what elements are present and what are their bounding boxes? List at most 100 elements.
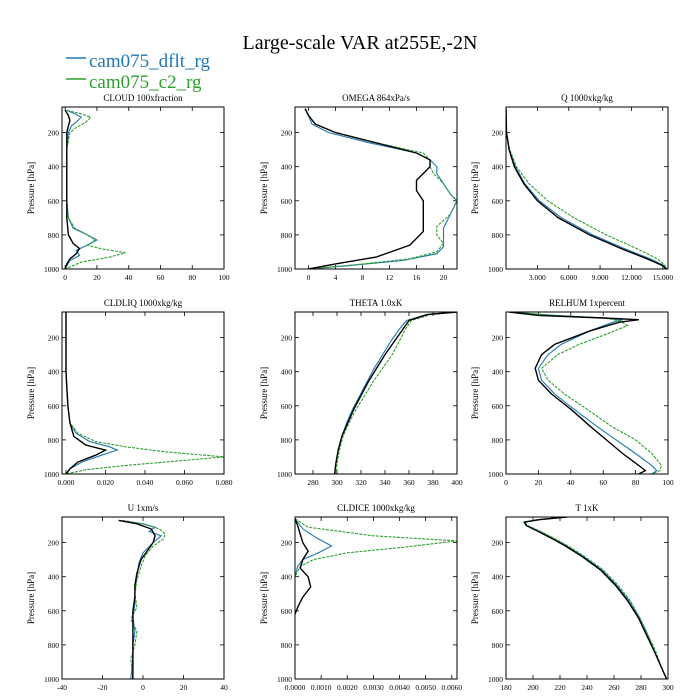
y-axis-label: Pressure [hPa] bbox=[470, 572, 480, 624]
series-line-black bbox=[118, 519, 156, 679]
series-line-black bbox=[304, 108, 431, 269]
y-tick-label: 200 bbox=[281, 334, 293, 343]
chart-title: CLOUD 100xfraction bbox=[103, 93, 183, 103]
series-line-green bbox=[65, 312, 224, 474]
x-tick-label: 15.000 bbox=[652, 273, 673, 282]
y-tick-label: 1000 bbox=[277, 470, 292, 479]
x-tick-label: 20 bbox=[180, 683, 188, 692]
x-tick-label: 360 bbox=[403, 478, 415, 487]
plot-frame bbox=[505, 106, 669, 270]
y-tick-label: 800 bbox=[281, 231, 293, 240]
x-tick-label: 0 bbox=[307, 273, 311, 282]
series-line-black bbox=[523, 517, 668, 679]
x-tick-label: 220 bbox=[554, 683, 566, 692]
x-tick-label: 40 bbox=[125, 273, 133, 282]
x-tick-label: 60 bbox=[157, 273, 165, 282]
plot-frame bbox=[61, 106, 225, 270]
series-line-green bbox=[295, 518, 457, 577]
y-axis-label: Pressure [hPa] bbox=[26, 162, 36, 214]
x-tick-label: -40 bbox=[57, 683, 67, 692]
y-tick-label: 600 bbox=[281, 402, 293, 411]
plot-frame bbox=[61, 516, 225, 680]
legend-label-c2: cam075_c2_rg bbox=[89, 72, 202, 93]
x-tick-label: 20 bbox=[440, 273, 448, 282]
chart-title: CLDLIQ 1000xkg/kg bbox=[104, 298, 183, 308]
series-line-green bbox=[506, 108, 668, 269]
y-axis-label: Pressure [hPa] bbox=[259, 367, 269, 419]
legend-label-dflt: cam075_dflt_rg bbox=[89, 51, 211, 72]
series-line-black bbox=[506, 108, 667, 269]
x-tick-label: 16 bbox=[413, 273, 421, 282]
y-tick-label: 200 bbox=[492, 334, 504, 343]
series-line-blue bbox=[334, 312, 457, 474]
x-tick-label: -20 bbox=[98, 683, 108, 692]
x-tick-label: 0.0050 bbox=[415, 683, 436, 692]
chart-panel: CLDICE 1000xkg/kg Pressure [hPa] 200 400 600… bbox=[259, 503, 462, 692]
series-line-green bbox=[335, 312, 457, 474]
series-line-blue bbox=[295, 518, 333, 577]
series-line-green bbox=[522, 517, 668, 679]
x-tick-label: 100 bbox=[662, 478, 674, 487]
series-line-green bbox=[122, 519, 166, 679]
series-line-blue bbox=[522, 517, 668, 679]
x-tick-label: 300 bbox=[331, 478, 343, 487]
x-tick-label: 0 bbox=[504, 478, 508, 487]
chart-title: RELHUM 1xpercent bbox=[549, 298, 625, 308]
y-tick-label: 1000 bbox=[488, 675, 503, 684]
y-tick-label: 800 bbox=[281, 641, 293, 650]
x-tick-label: 340 bbox=[379, 478, 391, 487]
y-tick-label: 400 bbox=[48, 573, 60, 582]
x-tick-label: 0.0000 bbox=[285, 683, 306, 692]
series-line-blue bbox=[65, 312, 119, 474]
x-tick-label: 60 bbox=[599, 478, 607, 487]
x-tick-label: 100 bbox=[218, 273, 230, 282]
y-axis-label: Pressure [hPa] bbox=[470, 367, 480, 419]
x-tick-label: 300 bbox=[662, 683, 674, 692]
x-tick-label: 3.000 bbox=[529, 273, 546, 282]
chart-panel: Q 1000xkg/kg Pressure [hPa] 200 400 600 800 10… bbox=[470, 93, 673, 282]
y-tick-label: 600 bbox=[48, 197, 60, 206]
plot-frame bbox=[505, 516, 669, 680]
y-tick-label: 400 bbox=[281, 368, 293, 377]
x-tick-label: 80 bbox=[188, 273, 196, 282]
y-tick-label: 200 bbox=[281, 539, 293, 548]
y-tick-label: 400 bbox=[48, 163, 60, 172]
y-tick-label: 200 bbox=[48, 334, 60, 343]
y-axis-label: Pressure [hPa] bbox=[259, 162, 269, 214]
x-tick-label: 280 bbox=[307, 478, 319, 487]
y-tick-label: 1000 bbox=[488, 470, 503, 479]
y-tick-label: 800 bbox=[492, 641, 504, 650]
y-tick-label: 400 bbox=[48, 368, 60, 377]
y-tick-label: 600 bbox=[48, 402, 60, 411]
x-tick-label: 40 bbox=[567, 478, 575, 487]
y-tick-label: 200 bbox=[281, 129, 293, 138]
x-tick-label: 0.0040 bbox=[389, 683, 410, 692]
plot-frame bbox=[505, 311, 669, 475]
x-tick-label: 0 bbox=[63, 273, 67, 282]
y-tick-label: 800 bbox=[48, 641, 60, 650]
x-tick-label: 9.000 bbox=[592, 273, 609, 282]
x-tick-label: 0.020 bbox=[97, 478, 114, 487]
x-tick-label: 0.0030 bbox=[363, 683, 384, 692]
chart-title: U 1xm/s bbox=[128, 503, 159, 513]
x-tick-label: 12 bbox=[386, 273, 394, 282]
series-line-black bbox=[333, 312, 457, 474]
series-line-blue bbox=[304, 108, 457, 269]
x-tick-label: 4 bbox=[334, 273, 338, 282]
y-tick-label: 800 bbox=[281, 436, 293, 445]
series-line-black bbox=[64, 110, 81, 269]
x-tick-label: 0.0010 bbox=[311, 683, 332, 692]
x-tick-label: 20 bbox=[535, 478, 543, 487]
y-tick-label: 800 bbox=[48, 231, 60, 240]
series-line-black bbox=[65, 312, 108, 474]
y-tick-label: 200 bbox=[48, 129, 60, 138]
y-axis-label: Pressure [hPa] bbox=[26, 572, 36, 624]
x-tick-label: 0.0060 bbox=[441, 683, 462, 692]
x-tick-label: 240 bbox=[581, 683, 593, 692]
x-tick-label: 0.080 bbox=[216, 478, 233, 487]
x-tick-label: 320 bbox=[355, 478, 367, 487]
x-tick-label: 6.000 bbox=[560, 273, 577, 282]
